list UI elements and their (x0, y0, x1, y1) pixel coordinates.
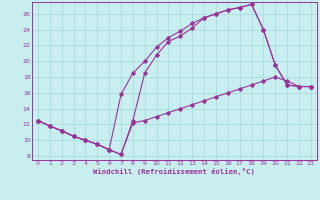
X-axis label: Windchill (Refroidissement éolien,°C): Windchill (Refroidissement éolien,°C) (93, 168, 255, 175)
